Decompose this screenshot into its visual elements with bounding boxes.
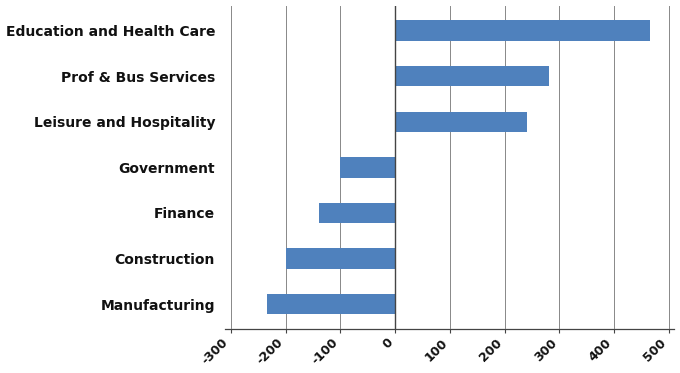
Bar — [395, 21, 650, 41]
Bar — [267, 294, 395, 314]
Bar — [341, 157, 395, 178]
Bar — [395, 112, 526, 132]
Bar — [318, 203, 395, 223]
Bar — [395, 66, 549, 87]
Bar — [286, 248, 395, 269]
